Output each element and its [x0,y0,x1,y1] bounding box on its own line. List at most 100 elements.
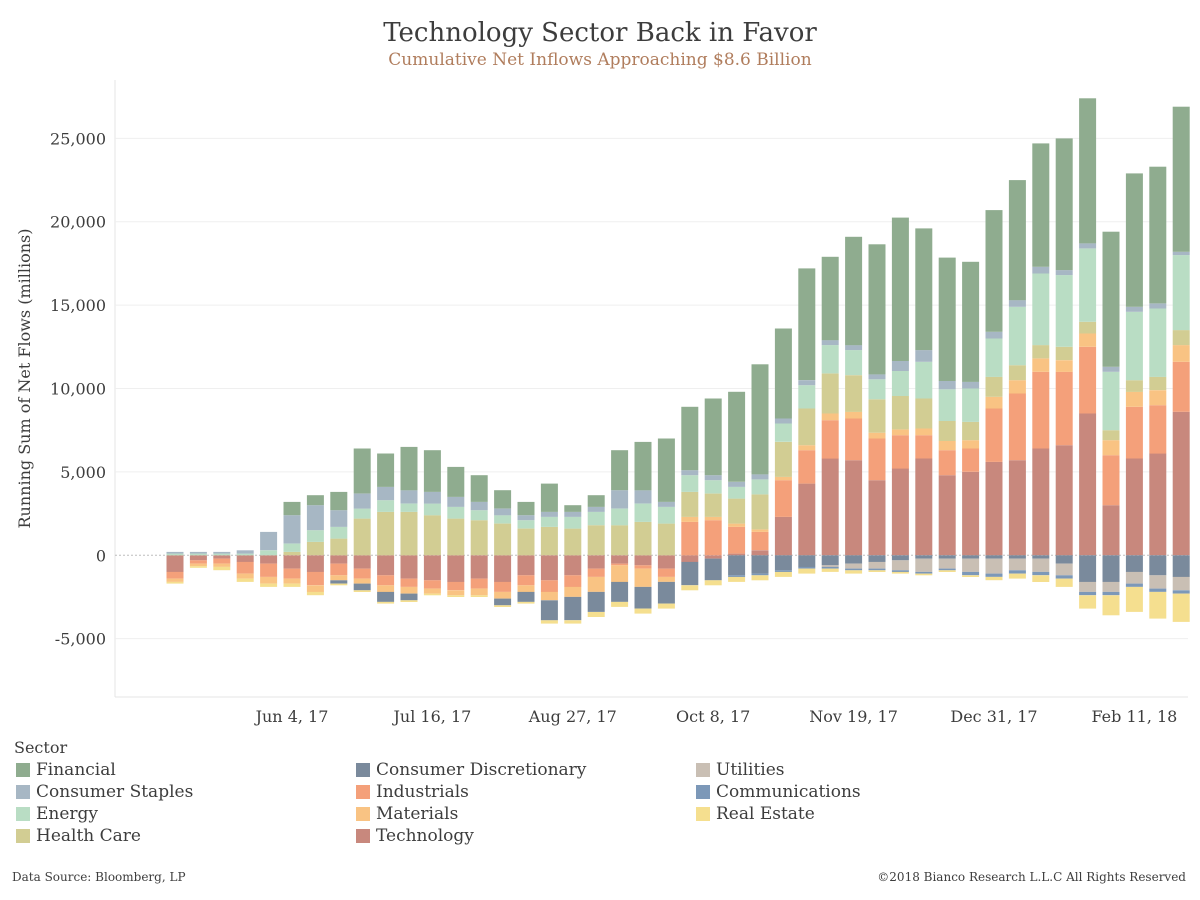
bar-segment-real-estate [377,601,395,604]
legend-swatch [16,806,30,821]
bar-segment-real-estate [260,583,278,587]
bar-segment-communications [915,571,933,574]
legend-label: Utilities [716,759,785,780]
bar-segment-materials [634,568,652,587]
bar-segment-technology [447,555,465,582]
x-tick-label: Aug 27, 17 [528,707,617,726]
bar-segment-energy [1102,371,1120,431]
bar-segment-materials [517,585,535,592]
bar-segment-real-estate [1079,595,1097,609]
bar-segment-real-estate [1032,575,1050,582]
bar-segment-energy [330,526,348,539]
bar-segment-materials [728,523,746,527]
bar-segment-industrials [260,563,278,577]
bar-segment-financial [587,495,605,507]
bar-segment-consumer-discretionary [891,555,909,561]
bar-segment-communications [798,566,816,569]
bar-segment-materials [540,591,558,601]
bar-segment-consumer-discretionary [377,591,395,602]
bar-segment-materials [891,429,909,436]
legend-item: Consumer Staples [14,781,354,802]
bar-segment-energy [681,475,699,492]
bar-segment-consumer-staples [891,361,909,371]
bar-segment-utilities [1079,581,1097,592]
legend-empty [694,825,1034,846]
bar-segment-consumer-discretionary [400,593,418,601]
bar-segment-communications [1149,588,1167,592]
bar-segment-financial [681,406,699,471]
bar-segment-energy [915,361,933,399]
bar-segment-financial [447,466,465,497]
bar-segment-real-estate [845,570,863,574]
bar-segment-materials [1149,390,1167,406]
bar-segment-health-care [681,491,699,517]
bar-segment-technology [564,555,582,576]
bar-segment-health-care [423,515,441,556]
legend-label: Consumer Staples [36,781,194,802]
bar-segment-industrials [657,568,675,577]
bar-segment-health-care [564,528,582,556]
bar-segment-financial [774,328,792,419]
bar-segment-industrials [166,571,184,579]
bar-segment-industrials [377,575,395,586]
bar-segment-communications [845,568,863,571]
bar-segment-energy [868,379,886,400]
bar-segment-industrials [1149,405,1167,454]
bar-segment-consumer-staples [657,501,675,507]
legend-swatch [356,762,370,777]
legend-label: Health Care [36,825,141,846]
bar-segment-energy [540,516,558,527]
bar-segment-consumer-discretionary [798,555,816,567]
bar-segment-consumer-discretionary [494,598,512,606]
bar-segment-technology [330,555,348,564]
bar-segment-technology [821,458,839,556]
bar-segment-health-care [494,523,512,556]
bar-segment-technology [1102,505,1120,556]
bar-segment-consumer-staples [1079,243,1097,249]
bar-segment-financial [1172,106,1190,252]
bar-segment-communications [728,575,746,577]
bar-segment-health-care [938,421,956,441]
bar-segment-health-care [657,523,675,556]
y-tick-label: 15,000 [50,296,106,315]
bar-segment-health-care [774,441,792,477]
legend-swatch [16,828,30,843]
bar-segment-industrials [423,580,441,589]
bar-segment-industrials [868,438,886,481]
bar-segment-consumer-discretionary [1079,555,1097,582]
bar-segment-consumer-discretionary [1102,555,1120,582]
bar-segment-consumer-staples [564,511,582,517]
bar-segment-real-estate [306,591,324,596]
legend-title: Sector [14,738,68,757]
bar-segment-health-care [517,528,535,556]
bar-segment-consumer-staples [494,508,512,516]
bar-segment-industrials [189,560,207,564]
bar-segment-health-care [447,518,465,556]
bar-segment-industrials [985,408,1003,462]
bar-segment-industrials [236,561,254,574]
bar-segment-technology [1008,460,1026,556]
bar-segment-financial [985,210,1003,332]
bar-segment-consumer-staples [517,515,535,521]
bar-segment-consumer-discretionary [540,600,558,621]
bar-segment-technology [728,553,746,556]
bar-segment-industrials [798,450,816,484]
bar-segment-energy [470,510,488,521]
bar-segment-communications [891,570,909,572]
bar-segment-consumer-discretionary [704,558,722,581]
bar-segment-materials [587,576,605,592]
bar-segment-industrials [1008,393,1026,461]
bar-segment-communications [962,571,980,576]
bar-segment-energy [447,506,465,519]
bar-segment-industrials [611,563,629,566]
legend-swatch [696,784,710,799]
bar-segment-consumer-staples [189,551,207,554]
bar-segment-energy [962,388,980,422]
bar-segment-consumer-staples [774,418,792,424]
bar-segment-energy [1125,311,1143,381]
bar-segment-technology [423,555,441,581]
bar-segment-real-estate [1172,593,1190,622]
bar-segment-consumer-discretionary [985,555,1003,559]
bar-segment-consumer-discretionary [1149,555,1167,576]
bar-segment-industrials [821,420,839,459]
